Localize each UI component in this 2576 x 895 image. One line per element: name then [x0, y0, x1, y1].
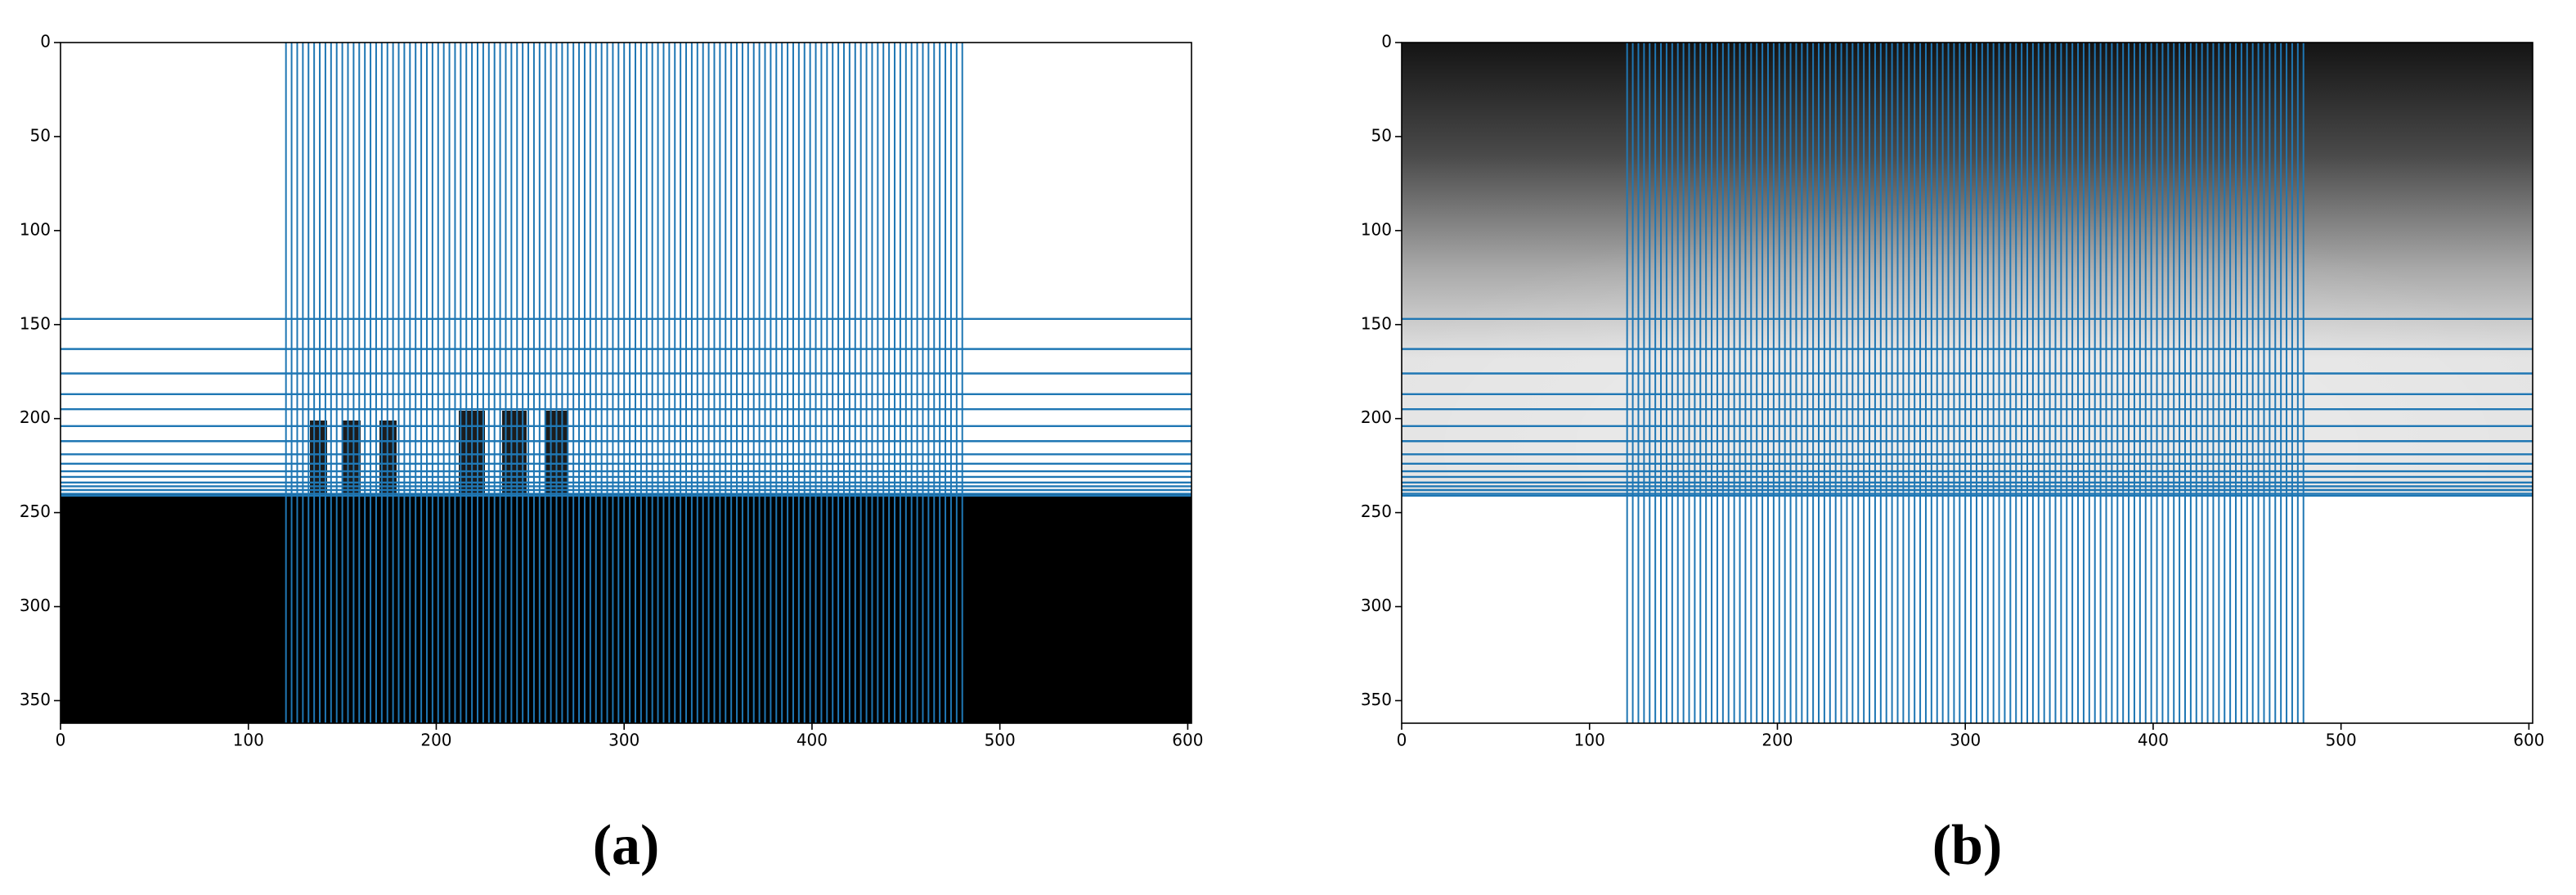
axes-frame: [1401, 42, 2533, 724]
y-tick-label: 300: [20, 596, 51, 615]
y-tick-label: 300: [1361, 596, 1392, 615]
x-tick-label: 0: [56, 731, 66, 750]
y-tick-label: 350: [1361, 690, 1392, 709]
y-tick-label: 0: [40, 32, 51, 52]
x-tick-label: 600: [1172, 731, 1203, 750]
caption: (a): [593, 814, 660, 877]
x-tick-label: 200: [420, 731, 451, 750]
y-tick-label: 350: [20, 690, 51, 709]
x-tick-label: 300: [608, 731, 640, 750]
axes-frame: [60, 42, 1192, 724]
x-tick-label: 400: [2138, 731, 2169, 750]
x-tick-label: 200: [1761, 731, 1793, 750]
image-shape: [342, 421, 361, 494]
y-tick-label: 250: [1361, 501, 1392, 521]
y-tick-label: 0: [1381, 32, 1392, 52]
image-gradient: [1402, 43, 2533, 494]
x-tick-label: 300: [1950, 731, 1981, 750]
y-tick-label: 50: [1371, 125, 1392, 145]
x-tick-label: 100: [1574, 731, 1605, 750]
y-tick-label: 50: [30, 125, 51, 145]
caption: (b): [1932, 814, 2003, 877]
x-tick-label: 500: [985, 731, 1016, 750]
x-tick-label: 0: [1397, 731, 1407, 750]
image-dark-region: [61, 494, 1192, 723]
x-tick-label: 500: [2326, 731, 2357, 750]
y-tick-label: 150: [20, 313, 51, 333]
x-tick-label: 400: [797, 731, 828, 750]
x-tick-label: 100: [233, 731, 264, 750]
y-tick-label: 200: [1361, 407, 1392, 427]
x-tick-label: 600: [2513, 731, 2544, 750]
y-tick-label: 200: [20, 407, 51, 427]
y-tick-label: 100: [20, 219, 51, 239]
y-tick-label: 100: [1361, 219, 1392, 239]
y-tick-label: 150: [1361, 313, 1392, 333]
y-tick-label: 250: [20, 501, 51, 521]
